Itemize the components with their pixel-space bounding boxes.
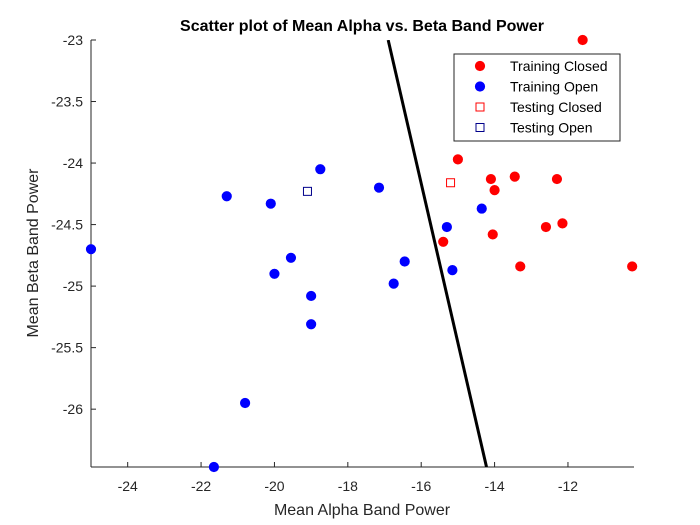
training-open-point [441,221,452,233]
plot-area: -24 -22 -20 -18 -16 -14 -12 -23 -23.5 -24 -24.5 -25… [51,32,638,494]
training-open-point [373,182,385,193]
x-tick-label: -24 [118,478,138,494]
training-open-point [399,256,410,267]
x-tick-label: -14 [484,478,504,494]
legend-label-training-open: Training Open [510,79,598,95]
x-tick-label: -12 [558,478,578,494]
training-open-point [388,278,399,289]
training-open-point [265,198,276,209]
training-closed-point [452,154,463,165]
training-closed-point [515,261,526,272]
training-closed-point [489,185,500,196]
training-closed-point [627,261,638,272]
training-closed-point [540,221,552,233]
decision-boundary-line [386,40,488,467]
x-tick-label: -16 [411,478,431,494]
legend-marker-training-open [474,81,486,92]
y-tick-label: -25 [63,278,83,294]
legend-label-testing-open: Testing Open [510,120,593,136]
y-tick-label: -26 [63,401,83,417]
legend-label-testing-closed: Testing Closed [510,99,602,115]
legend-marker-training-closed [474,60,486,72]
legend-marker-testing-closed [475,102,485,112]
x-tick-label: -18 [338,478,358,494]
x-tick-label: -20 [264,478,284,494]
training-closed-point [487,229,498,240]
training-open-point [285,252,297,263]
legend-label-training-closed: Training Closed [510,58,608,74]
training-open-point [221,191,232,202]
training-closed-point [551,173,563,185]
training-open-point [447,265,458,276]
training-closed-point [509,171,520,182]
training-open-point [239,397,251,409]
y-tick-label: -24 [63,155,83,171]
training-open-point [315,164,326,175]
training-closed-point [557,218,568,229]
y-axis-label: Mean Beta Band Power [25,168,42,338]
y-tick-label: -23 [63,32,83,48]
legend: Training Closed Training Open Testing Clos… [453,53,621,142]
training-open-point [476,203,487,214]
training-open-point [269,268,280,279]
chart-title: Scatter plot of Mean Alpha vs. Beta Band… [180,18,544,35]
training-open-point [306,319,317,330]
training-closed-point [438,236,449,247]
x-tick-label: -22 [191,478,211,494]
y-tick-label: -24.5 [51,217,83,233]
testing-closed-point [446,178,456,188]
y-tick-label: -25.5 [51,340,83,356]
training-closed-point [577,34,588,46]
training-open-point [306,290,317,302]
training-open-point [85,244,97,255]
legend-marker-testing-open [475,123,485,132]
training-open-point [208,461,220,473]
x-axis-label: Mean Alpha Band Power [274,502,451,519]
training-closed-point [485,173,497,185]
y-tick-label: -23.5 [51,94,83,110]
testing-open-point [302,186,312,196]
